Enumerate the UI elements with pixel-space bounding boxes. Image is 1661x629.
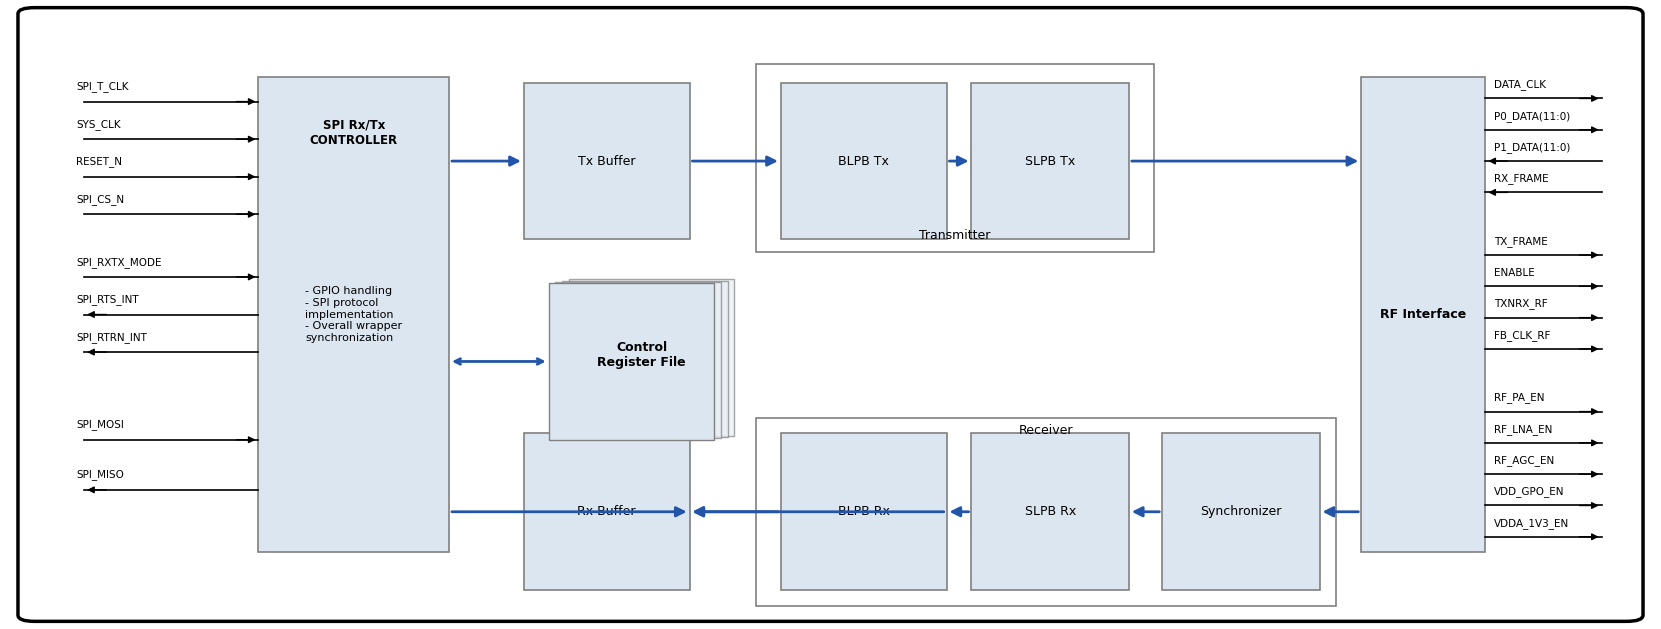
FancyBboxPatch shape xyxy=(523,433,689,590)
Text: SPI_RTS_INT: SPI_RTS_INT xyxy=(76,294,138,305)
Text: RF_PA_EN: RF_PA_EN xyxy=(1493,392,1545,403)
FancyBboxPatch shape xyxy=(972,433,1129,590)
FancyBboxPatch shape xyxy=(18,8,1643,621)
Text: SLPB Rx: SLPB Rx xyxy=(1025,505,1076,518)
FancyBboxPatch shape xyxy=(781,83,947,240)
Text: - GPIO handling
- SPI protocol
implementation
- Overall wrapper
synchronization: - GPIO handling - SPI protocol implement… xyxy=(306,286,402,343)
Text: RX_FRAME: RX_FRAME xyxy=(1493,174,1548,184)
Text: SYS_CLK: SYS_CLK xyxy=(76,119,121,130)
Text: BLPB Rx: BLPB Rx xyxy=(837,505,890,518)
Text: SPI_T_CLK: SPI_T_CLK xyxy=(76,81,128,92)
FancyBboxPatch shape xyxy=(1163,433,1320,590)
Text: VDDA_1V3_EN: VDDA_1V3_EN xyxy=(1493,518,1570,528)
Text: SPI Rx/Tx
CONTROLLER: SPI Rx/Tx CONTROLLER xyxy=(309,119,399,147)
FancyBboxPatch shape xyxy=(972,83,1129,240)
Text: RF_AGC_EN: RF_AGC_EN xyxy=(1493,455,1555,466)
Text: ENABLE: ENABLE xyxy=(1493,268,1535,278)
Text: Tx Buffer: Tx Buffer xyxy=(578,155,636,167)
FancyBboxPatch shape xyxy=(555,282,721,438)
Text: VDD_GPO_EN: VDD_GPO_EN xyxy=(1493,486,1565,498)
FancyBboxPatch shape xyxy=(781,433,947,590)
Text: P0_DATA(11:0): P0_DATA(11:0) xyxy=(1493,111,1570,121)
Text: Synchronizer: Synchronizer xyxy=(1201,505,1282,518)
FancyBboxPatch shape xyxy=(568,279,734,436)
Text: SLPB Tx: SLPB Tx xyxy=(1025,155,1075,167)
Text: SPI_MISO: SPI_MISO xyxy=(76,469,125,481)
Text: FB_CLK_RF: FB_CLK_RF xyxy=(1493,330,1550,341)
Text: RESET_N: RESET_N xyxy=(76,157,121,167)
Text: Rx Buffer: Rx Buffer xyxy=(578,505,636,518)
Text: SPI_CS_N: SPI_CS_N xyxy=(76,194,125,205)
Text: RF Interface: RF Interface xyxy=(1380,308,1467,321)
FancyBboxPatch shape xyxy=(1360,77,1485,552)
Text: DATA_CLK: DATA_CLK xyxy=(1493,79,1546,91)
Text: SPI_RTRN_INT: SPI_RTRN_INT xyxy=(76,331,146,343)
Text: TXNRX_RF: TXNRX_RF xyxy=(1493,299,1548,309)
Text: SPI_MOSI: SPI_MOSI xyxy=(76,420,125,430)
FancyBboxPatch shape xyxy=(548,283,714,440)
Text: BLPB Tx: BLPB Tx xyxy=(839,155,889,167)
Text: SPI_RXTX_MODE: SPI_RXTX_MODE xyxy=(76,257,161,267)
Text: Transmitter: Transmitter xyxy=(919,230,990,243)
Text: Control
Register File: Control Register File xyxy=(598,341,686,369)
Text: P1_DATA(11:0): P1_DATA(11:0) xyxy=(1493,142,1570,153)
Text: Receiver: Receiver xyxy=(1018,424,1073,437)
Text: TX_FRAME: TX_FRAME xyxy=(1493,236,1548,247)
FancyBboxPatch shape xyxy=(259,77,448,552)
FancyBboxPatch shape xyxy=(523,83,689,240)
FancyBboxPatch shape xyxy=(561,281,728,437)
Text: RF_LNA_EN: RF_LNA_EN xyxy=(1493,424,1551,435)
